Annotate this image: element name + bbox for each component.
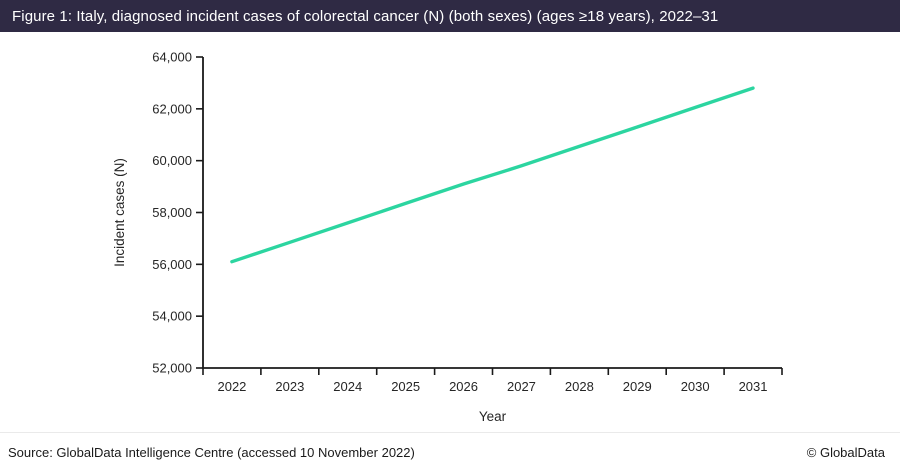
y-axis-tick-label: 54,000	[152, 309, 192, 324]
line-chart: 52,000 54,000 56,000 58,000 60,000 62,000 64,0…	[112, 50, 783, 424]
y-axis-tick-label: 58,000	[152, 205, 192, 220]
x-axis-tick-label: 2025	[391, 379, 420, 394]
y-axis-tick-label: 52,000	[152, 361, 192, 376]
x-axis-tick-label: 2022	[217, 379, 246, 394]
y-axis-tick-label: 60,000	[152, 153, 192, 168]
chart-area: 52,000 54,000 56,000 58,000 60,000 62,000 64,0…	[0, 32, 900, 432]
axis-line	[202, 57, 782, 369]
y-axis-tick-label: 64,000	[152, 50, 192, 65]
data-series-line	[230, 86, 755, 264]
x-axis-tick-label: 2030	[681, 379, 710, 394]
y-axis-tick-label: 56,000	[152, 257, 192, 272]
y-axis-title: Incident cases (N)	[112, 158, 127, 267]
figure-title-bar: Figure 1: Italy, diagnosed incident case…	[0, 0, 900, 32]
x-axis-tick-label: 2027	[507, 379, 536, 394]
x-axis-tick-label: 2026	[449, 379, 478, 394]
x-axis-title: Year	[479, 409, 507, 424]
figure-footer: Source: GlobalData Intelligence Centre (…	[0, 432, 900, 471]
x-axis-tick-label: 2028	[565, 379, 594, 394]
x-axis-tick-label: 2031	[739, 379, 768, 394]
y-axis-tick-label: 62,000	[152, 101, 192, 116]
x-axis-tick-label: 2023	[275, 379, 304, 394]
x-axis-tick-label: 2029	[623, 379, 652, 394]
x-axis-tick-label: 2024	[333, 379, 362, 394]
copyright-text: © GlobalData	[806, 444, 885, 460]
source-text: Source: GlobalData Intelligence Centre (…	[8, 444, 415, 460]
figure-title: Figure 1: Italy, diagnosed incident case…	[12, 7, 719, 25]
